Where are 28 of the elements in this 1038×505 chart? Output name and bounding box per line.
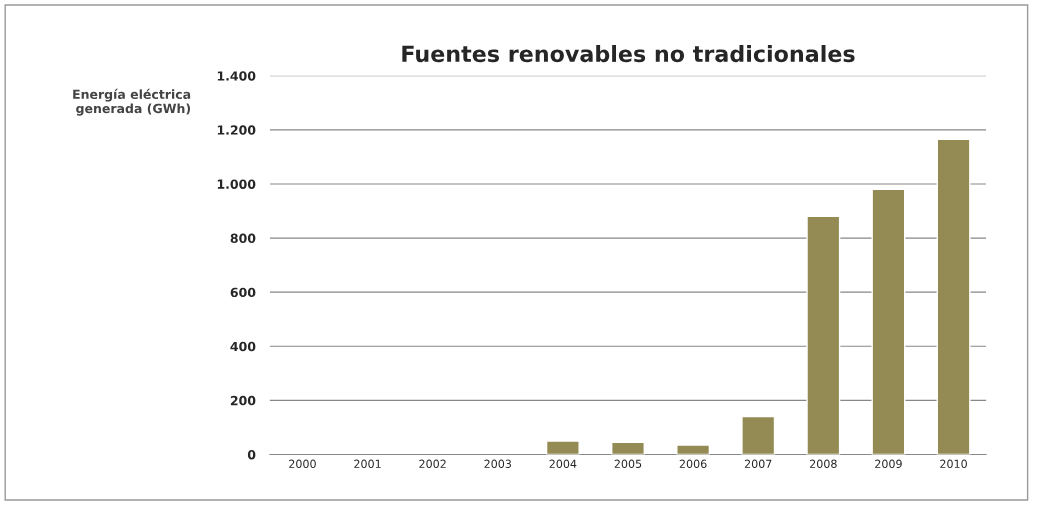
chart-title: Fuentes renovables no tradicionales bbox=[402, 44, 855, 63]
x-tick-label: 2005 bbox=[614, 459, 642, 468]
y-tick-label: 400 bbox=[230, 341, 256, 352]
bar bbox=[611, 441, 645, 455]
x-tick-label: 2003 bbox=[484, 459, 512, 468]
x-tick-label: 2002 bbox=[419, 459, 446, 468]
x-tick-label: 2010 bbox=[940, 459, 967, 468]
bar bbox=[676, 444, 711, 455]
x-tick-label: 2009 bbox=[875, 459, 902, 468]
x-tick-label: 2006 bbox=[679, 459, 707, 468]
x-tick-label: 2008 bbox=[810, 459, 837, 468]
y-axis-title: Energía eléctrica generada (GWh) bbox=[73, 88, 191, 116]
y-tick-label: 1.400 bbox=[217, 71, 256, 81]
bar bbox=[741, 415, 776, 455]
x-tick-label: 2000 bbox=[289, 459, 316, 468]
bar bbox=[936, 138, 971, 455]
x-tick-label: 2007 bbox=[744, 459, 772, 468]
y-tick-label: 200 bbox=[230, 395, 256, 406]
x-tick-label: 2001 bbox=[354, 459, 381, 468]
y-tick-label: 1.000 bbox=[217, 179, 256, 189]
y-tick-label: 1.200 bbox=[217, 125, 256, 135]
y-tick-label: 600 bbox=[230, 287, 256, 298]
bar bbox=[871, 188, 906, 455]
bar bbox=[806, 215, 841, 455]
x-tick-label: 2004 bbox=[549, 459, 577, 468]
y-tick-label: 0 bbox=[247, 449, 256, 460]
y-tick-label: 800 bbox=[230, 233, 256, 243]
bar bbox=[545, 440, 580, 455]
